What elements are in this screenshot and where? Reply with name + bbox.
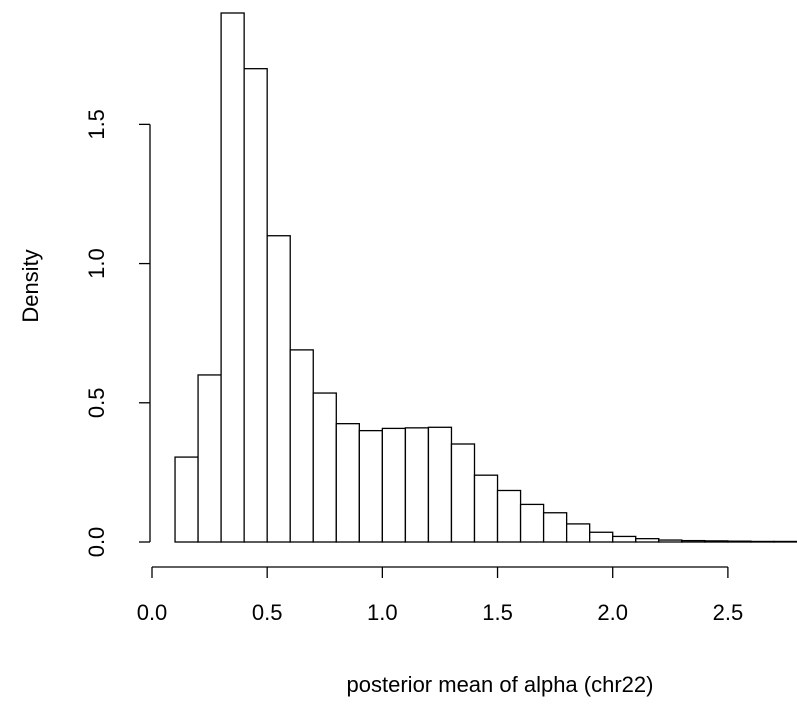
histogram-bar — [266, 235, 291, 543]
histogram-bar — [220, 12, 245, 543]
histogram-bar — [658, 539, 683, 543]
histogram-bar — [750, 540, 775, 543]
histogram-bar — [243, 68, 268, 543]
histogram-bar — [565, 523, 591, 543]
histogram-bar — [542, 512, 568, 543]
histogram-bar — [727, 540, 752, 543]
histogram-bar — [612, 535, 637, 543]
y-axis-title: Density — [18, 249, 43, 322]
y-tick-label: 0.0 — [84, 527, 109, 558]
x-tick-label: 1.5 — [482, 600, 513, 625]
histogram-bar — [450, 443, 476, 543]
x-tick-label: 1.0 — [367, 600, 398, 625]
x-axis-title: posterior mean of alpha (chr22) — [347, 672, 654, 697]
y-axis: 0.0 0.5 1.0 1.5 — [84, 109, 151, 558]
histogram-bar — [496, 489, 522, 543]
histogram-bar — [289, 349, 314, 543]
histogram-bar — [404, 427, 430, 543]
x-tick-label: 0.5 — [252, 600, 283, 625]
histogram-bar — [773, 540, 797, 543]
x-tick-label: 2.0 — [597, 600, 628, 625]
x-axis: 0.0 0.5 1.0 1.5 2.0 2.5 — [137, 566, 744, 625]
y-tick-label: 0.5 — [84, 387, 109, 418]
x-tick-label: 2.5 — [713, 600, 744, 625]
histogram-bar — [519, 503, 545, 543]
histogram-bar — [312, 392, 337, 543]
x-tick-label: 0.0 — [137, 600, 168, 625]
y-tick-label: 1.5 — [84, 109, 109, 140]
y-tick-label: 1.0 — [84, 248, 109, 279]
histogram-bar — [197, 374, 222, 543]
histogram-bar — [358, 429, 384, 543]
histogram-bar — [381, 427, 407, 543]
histogram-bar — [473, 474, 499, 543]
histogram-bars — [174, 12, 797, 543]
histogram-bar — [335, 423, 360, 543]
histogram-bar — [589, 531, 614, 543]
histogram-bar — [174, 456, 199, 543]
histogram-bar — [635, 538, 660, 543]
histogram-bar — [704, 540, 729, 543]
histogram-bar — [427, 426, 453, 543]
histogram-bar — [681, 539, 706, 543]
